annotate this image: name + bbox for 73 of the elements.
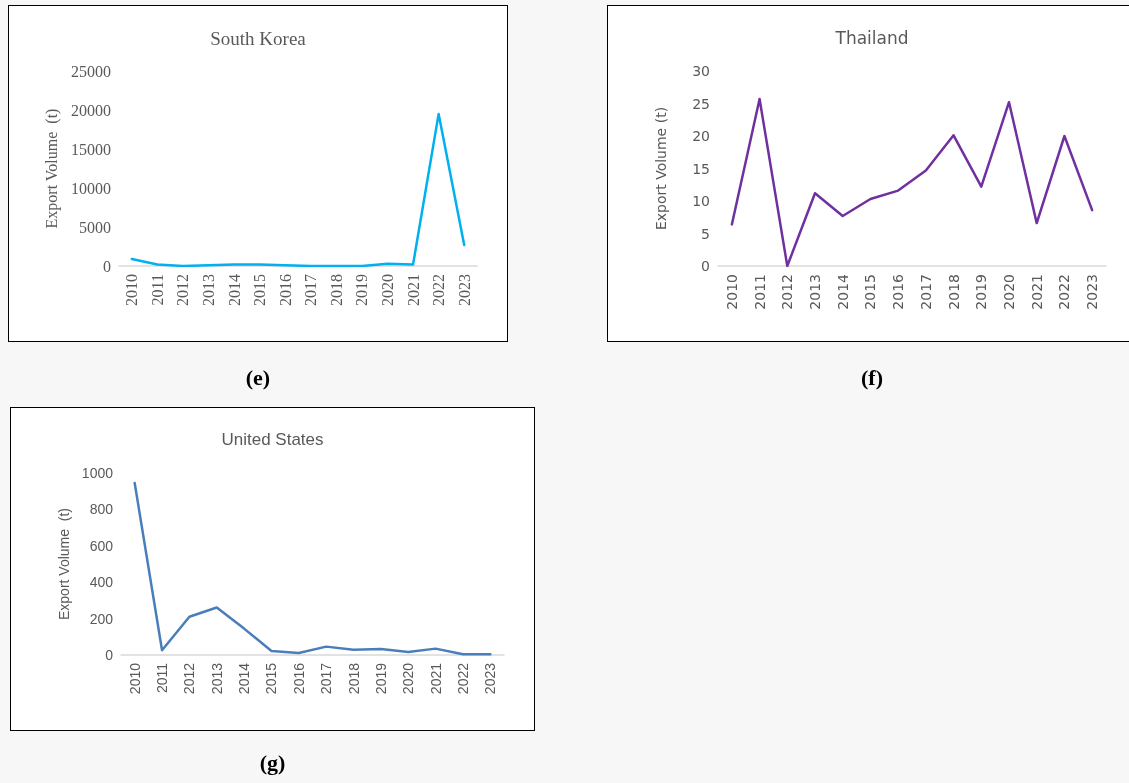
y-tick-label: 25000 xyxy=(71,62,111,80)
x-tick-label: 2021 xyxy=(427,662,444,695)
y-tick-label: 1000 xyxy=(81,465,114,481)
y-tick-label: 200 xyxy=(89,610,114,627)
x-tick-label: 2014 xyxy=(225,274,243,306)
x-tick-label: 2021 xyxy=(1028,274,1045,310)
y-tick-label: 20 xyxy=(692,128,710,144)
y-tick-label: 25 xyxy=(692,95,710,112)
x-tick-label: 2018 xyxy=(945,274,962,310)
y-tick-label: 600 xyxy=(89,537,114,554)
chart-title: Thailand xyxy=(834,27,909,48)
x-tick-label: 2017 xyxy=(302,274,320,306)
x-tick-label: 2023 xyxy=(1084,274,1101,310)
x-tick-label: 2016 xyxy=(276,274,294,306)
y-tick-label: 5000 xyxy=(79,218,111,236)
text: (g) xyxy=(258,750,287,776)
x-tick-label: 2015 xyxy=(862,274,879,310)
x-tick-label: 2016 xyxy=(890,273,907,310)
chart-title: United States xyxy=(221,430,324,449)
y-tick-label: 15 xyxy=(692,160,710,177)
y-tick-label: 5 xyxy=(701,225,710,242)
x-tick-label: 2019 xyxy=(353,274,371,306)
y-tick-label: 0 xyxy=(103,257,111,275)
x-tick-label: 2011 xyxy=(154,662,171,694)
x-tick-label: 2022 xyxy=(454,662,471,695)
x-tick-label: 2018 xyxy=(327,274,345,306)
y-tick-label: 800 xyxy=(89,501,114,518)
y-tick-label: 30 xyxy=(692,63,710,79)
x-tick-label: 2019 xyxy=(372,662,389,695)
x-tick-label: 2010 xyxy=(126,662,143,695)
y-tick-label: 0 xyxy=(701,258,710,274)
x-tick-label: 2020 xyxy=(1001,274,1017,310)
x-tick-label: 2018 xyxy=(345,662,362,695)
text: (f) xyxy=(860,365,884,391)
x-tick-label: 2022 xyxy=(430,274,448,306)
x-tick-label: 2011 xyxy=(148,274,166,306)
x-tick-label: 2021 xyxy=(404,274,422,306)
x-tick-label: 2023 xyxy=(455,274,473,306)
x-tick-label: 2013 xyxy=(208,662,225,695)
y-axis-title: Export Volume (t) xyxy=(55,507,72,621)
y-axis-title: Export Volume (t) xyxy=(653,106,669,231)
x-tick-label: 2012 xyxy=(181,662,198,695)
x-tick-label: 2012 xyxy=(174,274,192,306)
x-tick-label: 2012 xyxy=(779,274,796,310)
x-tick-label: 2010 xyxy=(723,274,740,310)
x-tick-label: 2022 xyxy=(1056,274,1073,310)
line-series xyxy=(130,112,466,268)
x-tick-label: 2017 xyxy=(318,662,335,695)
x-tick-label: 2013 xyxy=(807,274,823,310)
x-tick-label: 2014 xyxy=(236,662,253,695)
y-tick-label: 20000 xyxy=(71,101,111,119)
x-tick-label: 2015 xyxy=(251,274,269,306)
y-tick-label: 400 xyxy=(89,574,114,591)
x-tick-label: 2011 xyxy=(751,274,768,310)
y-axis-title: Export Volume (t) xyxy=(42,108,61,229)
x-tick-label: 2020 xyxy=(400,662,417,695)
x-tick-label: 2016 xyxy=(290,662,307,695)
x-tick-label: 2013 xyxy=(200,274,217,306)
x-tick-label: 2014 xyxy=(834,273,851,310)
chart-title: South Korea xyxy=(210,28,307,49)
x-tick-label: 2023 xyxy=(482,662,499,695)
x-tick-label: 2020 xyxy=(379,274,396,306)
y-tick-label: 10000 xyxy=(71,179,111,197)
y-tick-label: 0 xyxy=(105,647,114,663)
x-tick-label: 2017 xyxy=(917,274,934,310)
x-tick-label: 2015 xyxy=(263,662,280,695)
line-series xyxy=(133,481,492,656)
y-tick-label: 10 xyxy=(692,193,710,209)
text: (e) xyxy=(244,365,272,391)
line-series xyxy=(730,97,1094,268)
x-tick-label: 2019 xyxy=(973,274,990,310)
y-tick-label: 15000 xyxy=(71,140,111,158)
x-tick-label: 2010 xyxy=(123,274,141,306)
